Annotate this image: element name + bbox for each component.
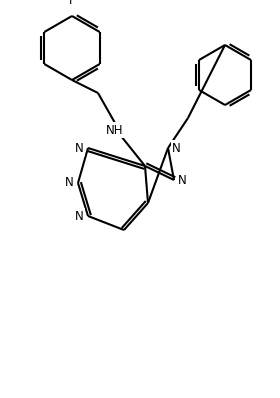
Text: NH: NH — [106, 123, 124, 137]
Text: F: F — [69, 0, 75, 7]
Text: N: N — [65, 176, 74, 189]
Text: N: N — [75, 209, 84, 222]
Text: N: N — [172, 142, 181, 154]
Text: N: N — [75, 142, 84, 154]
Text: N: N — [178, 174, 187, 187]
